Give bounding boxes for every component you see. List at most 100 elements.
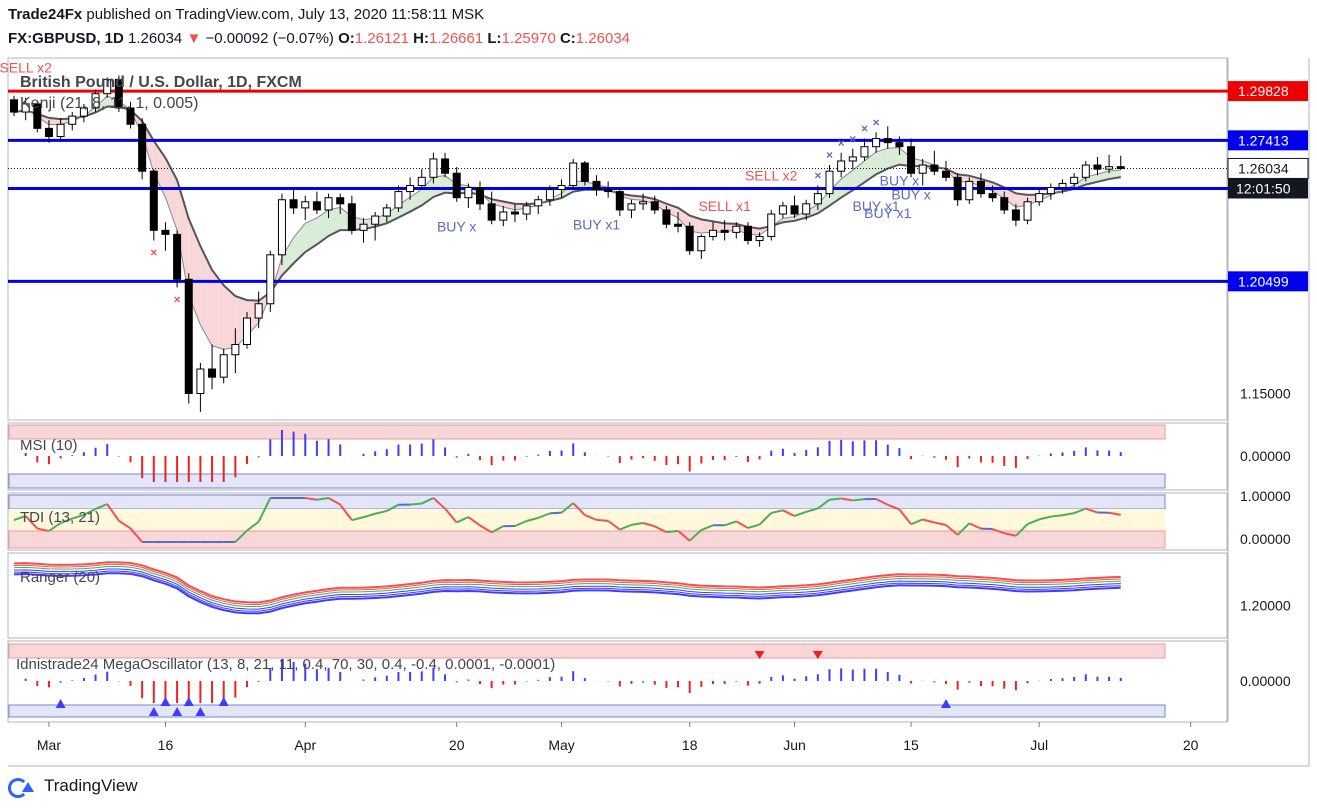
candle-body — [1035, 193, 1044, 203]
cloud-segment — [1074, 177, 1086, 189]
open-label: O: — [338, 30, 355, 47]
indicator-label: Kenji (21, 8, 11, 1, 0.005) — [20, 95, 198, 112]
tdi-line — [1108, 511, 1121, 516]
candle-body — [359, 223, 368, 231]
candle-body — [1011, 209, 1020, 221]
mega-buy-triangle — [941, 699, 951, 708]
candle-body — [604, 189, 613, 193]
close-value: 1.26034 — [575, 30, 631, 47]
tdi-line — [875, 498, 889, 506]
tdi-line — [106, 503, 120, 522]
candle-body — [557, 184, 566, 191]
tdi-line — [1004, 532, 1017, 537]
buy-marker: × — [826, 148, 833, 162]
candle-body — [114, 78, 123, 109]
tdi-lower-zone — [8, 530, 1166, 549]
candle-body — [184, 278, 193, 394]
tdi-line — [758, 512, 772, 526]
candle-body — [382, 207, 391, 217]
tdi-line — [572, 502, 586, 516]
candle-body — [907, 146, 916, 174]
tdi-line — [898, 508, 912, 525]
candle-body — [21, 103, 30, 113]
x-tick-label: Jul — [1030, 737, 1048, 753]
tdi-line — [491, 525, 504, 534]
tdi-line — [129, 527, 143, 543]
mega-buy-triangle — [183, 697, 194, 706]
msi-label: MSI (10) — [20, 437, 78, 454]
level-tag-label: 1.20499 — [1238, 273, 1289, 289]
tdi-line — [95, 503, 108, 510]
tdi-line — [922, 518, 935, 524]
tdi-line — [351, 516, 364, 522]
tdi-line — [432, 497, 446, 510]
msi-lower-zone — [8, 473, 1166, 489]
buy-marker: × — [861, 122, 868, 136]
candle-body — [685, 225, 694, 252]
cloud-segment — [293, 223, 306, 264]
tdi-line — [689, 529, 703, 542]
symbol-label: FX:GBPUSD, 1D — [8, 30, 124, 47]
candle-body — [324, 197, 333, 211]
x-tick-label: Jun — [783, 737, 806, 753]
candle-body — [522, 205, 531, 215]
candle-body — [243, 317, 251, 346]
cloud-segment — [887, 147, 900, 169]
mega-upper-zone — [8, 643, 1166, 659]
countdown-tag — [1228, 178, 1308, 199]
x-tick-label: 18 — [682, 737, 698, 753]
tdi-line — [421, 497, 434, 505]
cloud-segment — [864, 151, 877, 183]
tdi-line — [118, 519, 132, 530]
tdi-line — [794, 510, 807, 517]
candle-body — [825, 170, 834, 195]
ranger-band — [13, 565, 1121, 608]
ranger-band — [13, 561, 1121, 604]
cloud-segment — [876, 148, 888, 175]
candle-body — [149, 170, 158, 231]
candle-body — [732, 225, 741, 233]
tdi-line — [992, 528, 1005, 535]
mega-buy-triangle — [148, 707, 159, 716]
candle-body — [417, 176, 426, 186]
candle-body — [91, 93, 100, 109]
mega-tick: 0.00000 — [1240, 673, 1291, 689]
tdi-line — [584, 514, 597, 521]
tdi-line — [747, 523, 760, 529]
buy-marker: × — [838, 136, 845, 150]
signal-label: BUY x1 — [852, 198, 899, 214]
tdi-line — [677, 530, 691, 542]
candle-body — [720, 229, 729, 233]
x-tick-label: 20 — [449, 737, 465, 753]
candle-body — [1070, 176, 1079, 184]
chart-canvas[interactable]: Mar 16 Apr 20 May 18 Jun 15 Jul 20 1.29828 1.27413 1… — [0, 0, 1317, 770]
cloud-segment — [316, 209, 329, 245]
ranger-band — [13, 568, 1121, 610]
signal-label: BUY x1 — [573, 216, 620, 232]
candle-body — [196, 368, 205, 394]
mega-buy-triangle — [218, 697, 229, 706]
level-tag-label: 1.27413 — [1238, 132, 1289, 148]
tdi-line — [968, 522, 982, 530]
candle-body — [103, 78, 112, 95]
level-tag — [1228, 271, 1308, 292]
cloud-segment — [701, 219, 713, 234]
candle-body — [266, 254, 275, 305]
cloud-segment — [817, 191, 830, 214]
tdi-line — [60, 517, 73, 524]
tdi-line — [339, 503, 353, 521]
ranger-band — [13, 570, 1121, 612]
pane-frame-4 — [7, 640, 1228, 723]
candle-body — [406, 184, 415, 193]
footer-brand[interactable]: TradingView — [8, 776, 138, 798]
candle-body — [441, 158, 450, 174]
candle-body — [580, 162, 589, 182]
candle-body — [161, 229, 170, 235]
candle-body — [79, 107, 88, 117]
tdi-line — [13, 515, 26, 521]
level-tag — [1228, 81, 1308, 102]
tdi-line — [654, 525, 667, 533]
tdi-line — [467, 516, 481, 527]
candle-body — [743, 225, 752, 242]
candle-body — [231, 344, 240, 356]
